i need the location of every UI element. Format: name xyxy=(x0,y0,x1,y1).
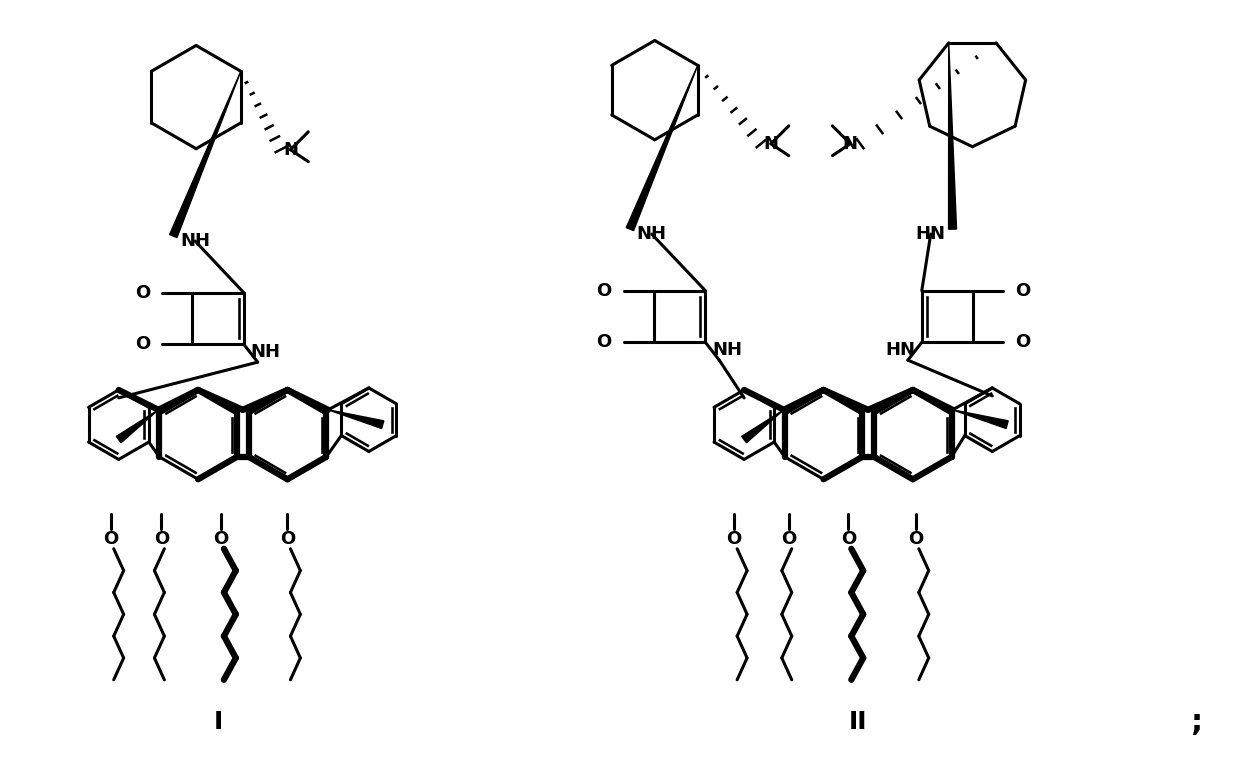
Text: O: O xyxy=(135,284,150,301)
Text: O: O xyxy=(908,530,924,548)
Text: I: I xyxy=(213,711,223,734)
Text: O: O xyxy=(596,282,611,300)
Text: O: O xyxy=(103,530,118,548)
Text: NH: NH xyxy=(712,341,743,359)
Text: O: O xyxy=(135,336,150,353)
Text: O: O xyxy=(154,530,169,548)
Text: N: N xyxy=(283,141,298,159)
Text: O: O xyxy=(1016,282,1030,300)
Text: O: O xyxy=(841,530,856,548)
Text: O: O xyxy=(781,530,796,548)
Text: II: II xyxy=(849,711,868,734)
Polygon shape xyxy=(742,409,784,443)
Text: O: O xyxy=(727,530,742,548)
Text: O: O xyxy=(596,333,611,352)
Text: O: O xyxy=(213,530,228,548)
Polygon shape xyxy=(626,65,698,231)
Text: N: N xyxy=(764,135,779,153)
Polygon shape xyxy=(170,72,241,237)
Text: HN: HN xyxy=(885,341,915,359)
Text: O: O xyxy=(280,530,295,548)
Text: NH: NH xyxy=(180,232,210,250)
Text: N: N xyxy=(843,135,858,153)
Polygon shape xyxy=(329,409,384,428)
Text: HN: HN xyxy=(915,225,946,243)
Text: ;: ; xyxy=(1189,708,1202,737)
Polygon shape xyxy=(949,43,956,229)
Text: O: O xyxy=(1016,333,1030,352)
Polygon shape xyxy=(117,409,159,443)
Text: NH: NH xyxy=(637,225,667,243)
Polygon shape xyxy=(952,409,1008,428)
Text: NH: NH xyxy=(250,343,280,361)
